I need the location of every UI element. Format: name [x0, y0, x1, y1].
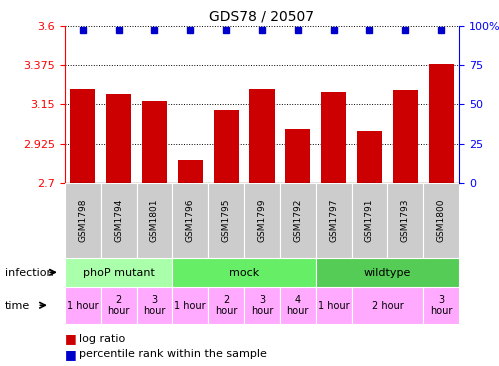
Text: GSM1791: GSM1791 — [365, 199, 374, 242]
Bar — [423, 183, 459, 258]
Bar — [316, 287, 352, 324]
Text: 2
hour: 2 hour — [215, 295, 238, 317]
Text: 2
hour: 2 hour — [107, 295, 130, 317]
Text: GSM1795: GSM1795 — [222, 199, 231, 242]
Bar — [357, 131, 382, 183]
Bar — [280, 183, 316, 258]
Bar — [106, 94, 131, 183]
Text: ■: ■ — [65, 348, 77, 361]
Bar — [387, 183, 423, 258]
Bar — [352, 287, 423, 324]
Text: 3
hour: 3 hour — [430, 295, 453, 317]
Bar — [65, 287, 101, 324]
Text: log ratio: log ratio — [79, 333, 125, 344]
Bar — [101, 183, 137, 258]
Text: 3
hour: 3 hour — [143, 295, 166, 317]
Bar — [429, 64, 454, 183]
Bar — [321, 92, 346, 183]
Text: wildtype: wildtype — [364, 268, 411, 278]
Bar — [316, 258, 459, 287]
Bar — [172, 183, 208, 258]
Text: 2 hour: 2 hour — [372, 300, 403, 311]
Title: GDS78 / 20507: GDS78 / 20507 — [210, 9, 314, 23]
Bar — [208, 287, 244, 324]
Bar — [65, 258, 172, 287]
Bar — [352, 183, 387, 258]
Text: time: time — [5, 300, 30, 311]
Bar — [244, 287, 280, 324]
Bar — [70, 89, 95, 183]
Bar — [208, 183, 244, 258]
Text: 1 hour: 1 hour — [67, 300, 99, 311]
Text: GSM1799: GSM1799 — [257, 199, 266, 242]
Bar — [65, 183, 101, 258]
Text: GSM1793: GSM1793 — [401, 199, 410, 242]
Text: GSM1800: GSM1800 — [437, 199, 446, 242]
Bar — [172, 258, 316, 287]
Text: percentile rank within the sample: percentile rank within the sample — [79, 349, 267, 359]
Bar — [280, 287, 316, 324]
Bar — [172, 287, 208, 324]
Text: GSM1796: GSM1796 — [186, 199, 195, 242]
Bar — [137, 183, 172, 258]
Text: GSM1797: GSM1797 — [329, 199, 338, 242]
Bar — [244, 183, 280, 258]
Bar — [250, 89, 274, 183]
Text: 3
hour: 3 hour — [251, 295, 273, 317]
Bar — [423, 287, 459, 324]
Bar — [285, 129, 310, 183]
Text: GSM1798: GSM1798 — [78, 199, 87, 242]
Bar — [178, 160, 203, 183]
Text: GSM1801: GSM1801 — [150, 199, 159, 242]
Bar — [316, 183, 352, 258]
Text: mock: mock — [229, 268, 259, 278]
Text: 1 hour: 1 hour — [318, 300, 349, 311]
Text: infection: infection — [5, 268, 53, 278]
Text: 1 hour: 1 hour — [175, 300, 206, 311]
Bar — [142, 101, 167, 183]
Bar — [101, 287, 137, 324]
Text: ■: ■ — [65, 332, 77, 345]
Text: phoP mutant: phoP mutant — [83, 268, 155, 278]
Bar — [137, 287, 172, 324]
Text: GSM1794: GSM1794 — [114, 199, 123, 242]
Text: GSM1792: GSM1792 — [293, 199, 302, 242]
Bar — [393, 90, 418, 183]
Text: 4
hour: 4 hour — [286, 295, 309, 317]
Bar — [214, 109, 239, 183]
